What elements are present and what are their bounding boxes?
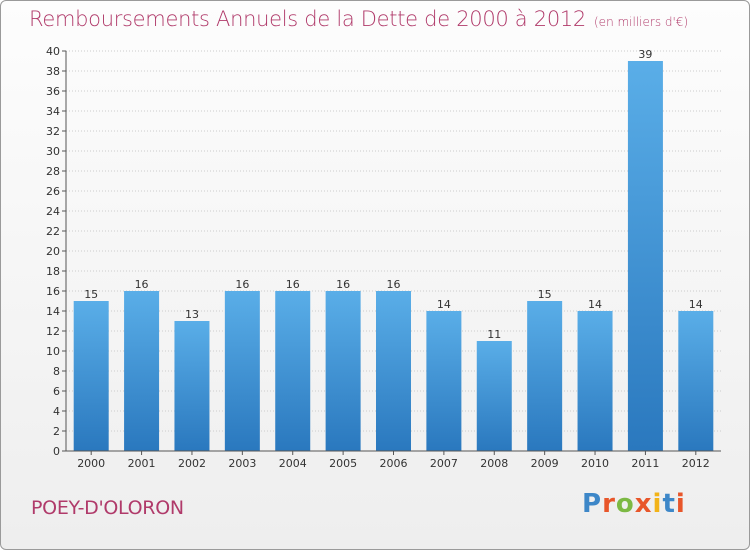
bar-2002 [174,321,210,451]
city-name: POEY-D'OLORON [31,497,184,519]
logo-letter: P [582,489,603,519]
bar-2012 [678,311,714,451]
x-tick-label: 2005 [329,457,357,470]
value-label: 11 [487,328,501,341]
bar-2008 [476,341,512,451]
y-tick-label: 16 [46,285,60,298]
x-tick-label: 2002 [178,457,206,470]
y-tick-label: 12 [46,325,60,338]
y-tick-label: 10 [46,345,60,358]
bar-2009 [527,301,563,451]
y-tick-label: 14 [46,305,60,318]
x-tick-label: 2009 [531,457,559,470]
y-tick-label: 2 [53,425,60,438]
x-tick-label: 2006 [380,457,408,470]
bar-2004 [275,291,311,451]
chart-subtitle: (en milliers d'€) [594,15,689,29]
value-label: 15 [84,288,98,301]
y-tick-label: 22 [46,225,60,238]
x-tick-label: 2001 [128,457,156,470]
bar-2001 [124,291,160,451]
value-label: 16 [286,278,300,291]
chart-title-text: Remboursements Annuels de la Dette de 20… [29,7,586,31]
value-labels: 15 16 13 16 16 16 16 14 11 15 14 39 14 [84,48,703,341]
y-tick-label: 4 [53,405,60,418]
value-label: 16 [336,278,350,291]
y-tick-label: 38 [46,65,60,78]
axes: 0246810121416182022242628303234363840200… [46,45,721,470]
logo-letter: i [675,489,686,519]
x-tick-label: 2010 [581,457,609,470]
bar-2003 [224,291,260,451]
x-tick-label: 2004 [279,457,307,470]
value-label: 15 [538,288,552,301]
bar-2006 [376,291,411,451]
y-tick-label: 26 [46,185,60,198]
bar-2000 [73,301,109,451]
logo-letter: t [662,489,676,519]
value-label: 16 [387,278,401,291]
logo-letter: i [652,489,663,519]
value-label: 14 [437,298,451,311]
y-tick-label: 6 [53,385,60,398]
logo-letter: r [602,489,616,519]
y-tick-label: 36 [46,85,60,98]
value-label: 39 [638,48,652,61]
bar-2007 [426,311,462,451]
value-label: 14 [588,298,602,311]
x-tick-label: 2011 [631,457,659,470]
bar-2005 [325,291,361,451]
x-tick-label: 2003 [228,457,256,470]
x-tick-label: 2012 [682,457,710,470]
value-label: 16 [135,278,149,291]
y-tick-label: 18 [46,265,60,278]
bars [73,61,714,451]
bar-2010 [577,311,613,451]
logo-letter: x [634,489,653,519]
x-tick-label: 2000 [77,457,105,470]
y-tick-label: 30 [46,145,60,158]
proxiti-logo: Proxiti [582,489,686,519]
x-tick-label: 2008 [480,457,508,470]
y-tick-label: 8 [53,365,60,378]
y-tick-label: 20 [46,245,60,258]
y-tick-label: 0 [53,445,60,458]
bar-2011 [627,61,663,451]
y-tick-label: 34 [46,105,60,118]
y-tick-label: 24 [46,205,60,218]
value-label: 14 [689,298,703,311]
logo-letter: o [615,489,635,519]
x-tick-label: 2007 [430,457,458,470]
y-tick-label: 32 [46,125,60,138]
y-tick-label: 28 [46,165,60,178]
chart-title: Remboursements Annuels de la Dette de 20… [29,7,688,31]
y-tick-label: 40 [46,45,60,58]
value-label: 13 [185,308,199,321]
value-label: 16 [235,278,249,291]
